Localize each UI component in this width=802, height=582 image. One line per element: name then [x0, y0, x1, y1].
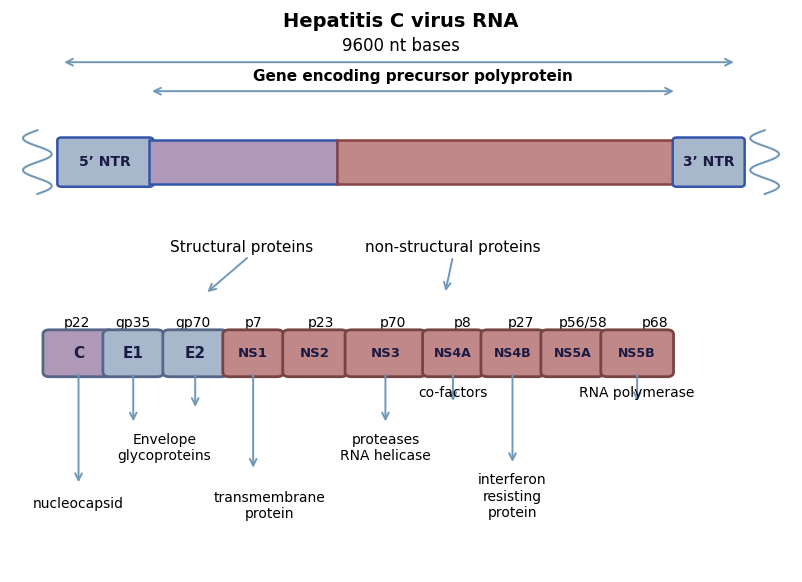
Text: nucleocapsid: nucleocapsid: [33, 496, 124, 510]
Text: NS5A: NS5A: [553, 347, 591, 360]
Text: p22: p22: [64, 316, 91, 330]
Text: co-factors: co-factors: [419, 386, 488, 400]
FancyBboxPatch shape: [345, 330, 426, 377]
Text: NS2: NS2: [300, 347, 330, 360]
Text: E2: E2: [184, 346, 206, 361]
FancyBboxPatch shape: [43, 330, 114, 377]
Text: NS4A: NS4A: [434, 347, 472, 360]
Text: Envelope
glycoproteins: Envelope glycoproteins: [117, 433, 211, 463]
FancyBboxPatch shape: [283, 330, 347, 377]
Text: Hepatitis C virus RNA: Hepatitis C virus RNA: [283, 12, 519, 31]
Text: p27: p27: [508, 316, 534, 330]
FancyBboxPatch shape: [541, 330, 604, 377]
Text: Structural proteins: Structural proteins: [169, 240, 313, 255]
FancyBboxPatch shape: [57, 137, 153, 187]
Text: non-structural proteins: non-structural proteins: [365, 240, 541, 255]
Text: 9600 nt bases: 9600 nt bases: [342, 37, 460, 55]
Text: p68: p68: [642, 316, 668, 330]
FancyBboxPatch shape: [103, 330, 164, 377]
Text: proteases
RNA helicase: proteases RNA helicase: [340, 433, 431, 463]
Text: 5’ NTR: 5’ NTR: [79, 155, 132, 169]
Text: RNA polymerase: RNA polymerase: [580, 386, 695, 400]
FancyBboxPatch shape: [673, 137, 745, 187]
Text: transmembrane
protein: transmembrane protein: [213, 491, 325, 521]
FancyBboxPatch shape: [223, 330, 284, 377]
Text: Gene encoding precursor polyprotein: Gene encoding precursor polyprotein: [253, 69, 573, 84]
Text: p7: p7: [245, 316, 262, 330]
Text: NS5B: NS5B: [618, 347, 656, 360]
Text: gp35: gp35: [115, 316, 151, 330]
Bar: [337, 140, 677, 184]
Text: E1: E1: [123, 346, 144, 361]
Bar: [149, 140, 337, 184]
FancyBboxPatch shape: [601, 330, 674, 377]
Text: gp70: gp70: [176, 316, 211, 330]
Text: p70: p70: [380, 316, 406, 330]
Text: p56/58: p56/58: [559, 316, 608, 330]
Text: 3’ NTR: 3’ NTR: [683, 155, 735, 169]
Text: C: C: [73, 346, 84, 361]
FancyBboxPatch shape: [481, 330, 544, 377]
Text: interferon
resisting
protein: interferon resisting protein: [478, 473, 547, 520]
Text: NS3: NS3: [371, 347, 400, 360]
FancyBboxPatch shape: [163, 330, 228, 377]
Text: p23: p23: [308, 316, 334, 330]
FancyBboxPatch shape: [423, 330, 484, 377]
Text: p8: p8: [454, 316, 472, 330]
Text: NS4B: NS4B: [494, 347, 531, 360]
Text: NS1: NS1: [238, 347, 268, 360]
